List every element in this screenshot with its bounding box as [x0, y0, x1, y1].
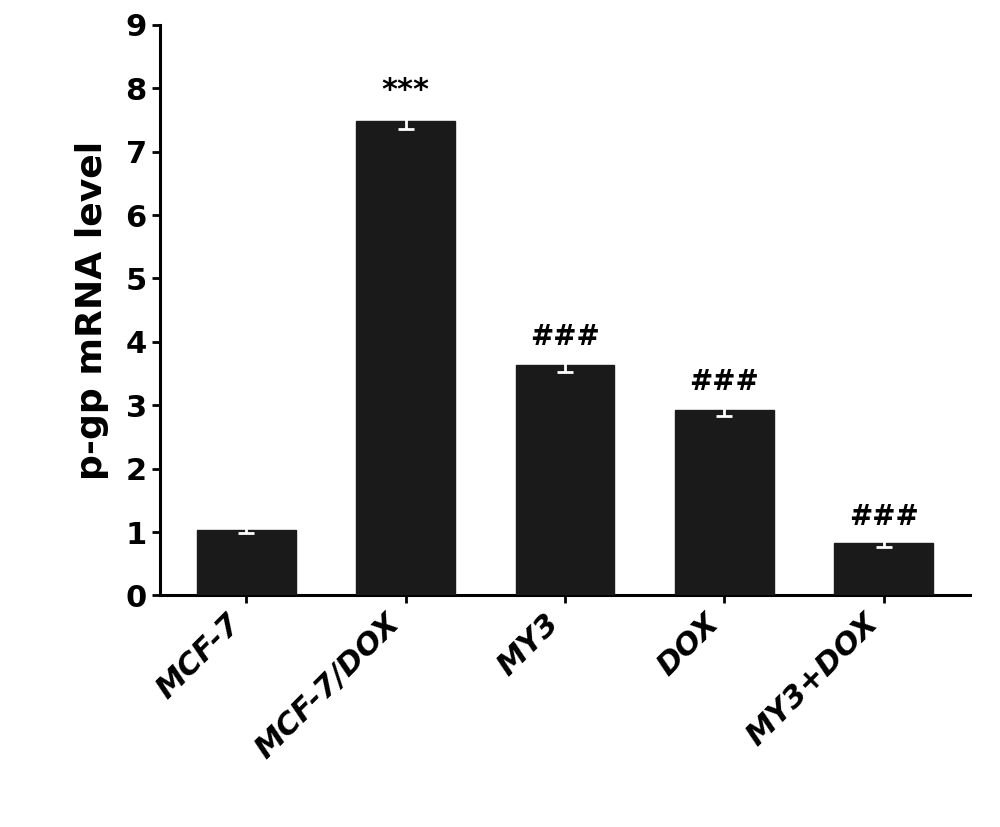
Text: ***: ***: [382, 76, 430, 105]
Bar: [675, 410, 774, 595]
Text: ###: ###: [530, 323, 600, 351]
Bar: [516, 366, 614, 595]
Bar: [834, 543, 933, 595]
Bar: [197, 530, 296, 595]
Text: ###: ###: [690, 368, 759, 396]
Bar: [356, 122, 455, 595]
Text: ###: ###: [849, 503, 919, 531]
Y-axis label: p-gp mRNA level: p-gp mRNA level: [75, 141, 109, 480]
